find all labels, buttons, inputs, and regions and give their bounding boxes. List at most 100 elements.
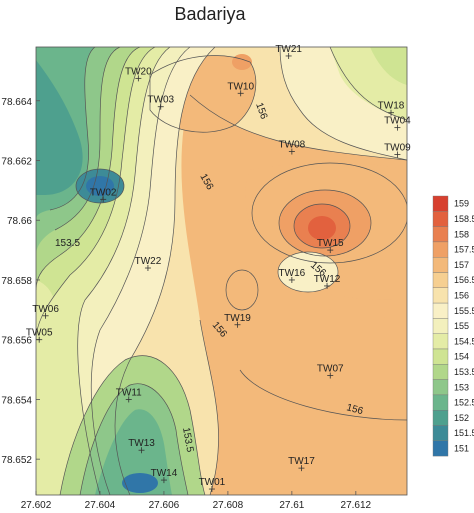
- well-label: TW07: [317, 364, 344, 375]
- well-label: TW22: [135, 256, 162, 267]
- well-tw02: TW02: [90, 187, 117, 203]
- x-tick-label: 27.608: [213, 500, 244, 511]
- well-label: TW02: [90, 187, 117, 198]
- x-tick-label: 27.604: [85, 500, 116, 511]
- fill-sw-152-5: [95, 409, 172, 495]
- fill-w-edge: [36, 280, 57, 365]
- legend-label: 153: [454, 382, 469, 392]
- contour-154-5-ne: [329, 47, 407, 121]
- legend-label: 155: [454, 321, 469, 331]
- contour-fills: [36, 47, 407, 495]
- legend-swatch: [432, 425, 449, 442]
- well-tw18: TW18: [378, 101, 405, 116]
- well-tw14: TW14: [151, 468, 178, 484]
- contour-tw15-158: [293, 203, 351, 249]
- contour-155-5-ne: [279, 47, 407, 161]
- legend-label: 159: [454, 199, 469, 209]
- fill-tw19: [226, 270, 258, 310]
- legend-swatch: [432, 272, 449, 289]
- contour-sw-153: [79, 383, 189, 495]
- fill-tw07: [240, 309, 407, 420]
- legend-swatch: [432, 287, 449, 304]
- contour-label-1: 153.5: [55, 238, 80, 249]
- y-tick-label: 78.664: [1, 97, 32, 108]
- contour-155-5: [114, 47, 216, 495]
- well-label: TW06: [32, 304, 59, 315]
- well-tw10: TW10: [227, 81, 254, 97]
- well-tw11: TW11: [116, 387, 142, 403]
- legend-label: 158.5: [454, 214, 474, 224]
- legend-label: 153.5: [454, 367, 474, 377]
- well-tw22: TW22: [135, 256, 162, 272]
- well-label: TW05: [26, 328, 53, 339]
- contour-label-7: 156: [345, 402, 364, 417]
- well-tw15: TW15: [317, 238, 344, 254]
- legend-label: 154.5: [454, 336, 474, 346]
- legend-label: 157.5: [454, 245, 474, 255]
- well-label: TW16: [279, 268, 306, 279]
- legend-swatch: [432, 195, 449, 212]
- y-tick-label: 78.654: [1, 395, 32, 406]
- contour-tw19: [225, 269, 259, 311]
- fill-ne-154: [370, 47, 407, 85]
- legend-swatch: [432, 333, 449, 350]
- contour-sw-153-5: [59, 355, 206, 495]
- well-tw16: TW16: [279, 268, 306, 283]
- well-markers: TW20 TW10 TW21 TW18 TW03 TW04 TW08 TW09 TW02 TW15…: [26, 44, 411, 493]
- well-tw06: TW06: [32, 304, 59, 319]
- well-tw17: TW17: [288, 456, 315, 472]
- well-tw21: TW21: [275, 44, 302, 59]
- x-tick-label: 27.61: [279, 500, 304, 511]
- well-label: TW20: [125, 66, 152, 77]
- map-title: Badariya: [174, 4, 246, 24]
- legend-swatch: [432, 226, 449, 243]
- plot-frame: [35, 46, 408, 496]
- y-tick-label: 78.662: [1, 156, 32, 167]
- contour-154: [36, 47, 156, 341]
- well-tw13: TW13: [128, 438, 155, 454]
- x-axis: 27.602 27.604 27.606 27.608 27.61 27.612: [21, 491, 372, 511]
- well-label: TW03: [147, 95, 174, 106]
- well-label: TW10: [227, 81, 254, 92]
- x-tick-label: 27.602: [21, 500, 52, 511]
- contour-153: [54, 47, 121, 231]
- y-tick-label: 78.658: [1, 276, 32, 287]
- well-label: TW09: [384, 143, 411, 154]
- well-label: TW04: [384, 116, 411, 127]
- well-label: TW12: [314, 274, 341, 285]
- legend-swatch: [432, 364, 449, 380]
- well-tw19: TW19: [224, 313, 251, 328]
- legend-swatch: [432, 318, 449, 334]
- contour-tw02: [75, 168, 125, 204]
- well-tw09: TW09: [384, 143, 411, 158]
- y-axis: 78.664 78.662 78.66 78.658 78.656 78.654 78.65…: [1, 97, 40, 466]
- well-label: TW21: [275, 44, 302, 55]
- legend-swatch: [432, 394, 449, 411]
- contour-156-c: [239, 369, 407, 421]
- legend-label: 158: [454, 229, 469, 239]
- well-label: TW17: [288, 456, 315, 467]
- legend-label: 151.5: [454, 428, 474, 438]
- legend-swatch: [432, 241, 449, 258]
- well-tw01: TW01: [199, 477, 226, 493]
- legend-label: 152: [454, 413, 469, 423]
- well-label: TW14: [151, 468, 178, 479]
- well-tw03: TW03: [147, 95, 175, 110]
- fill-tw14-low: [122, 473, 158, 493]
- contour-tw15-157: [251, 162, 407, 264]
- legend-label: 157: [454, 260, 469, 270]
- contour-156-b: [199, 319, 219, 495]
- y-tick-label: 78.66: [7, 216, 32, 227]
- well-tw08: TW08: [279, 140, 306, 155]
- contour-label-6: 153.5: [180, 427, 195, 454]
- contour-152-5: [49, 47, 96, 211]
- fill-tw10-peak: [232, 54, 252, 70]
- contour-153-5: [36, 47, 141, 291]
- well-tw07: TW07: [317, 364, 344, 379]
- well-tw05: TW05: [26, 328, 53, 343]
- well-label: TW11: [116, 387, 142, 398]
- legend-swatch: [432, 440, 449, 457]
- well-tw04: TW04: [384, 116, 411, 131]
- legend-label: 154: [454, 352, 469, 362]
